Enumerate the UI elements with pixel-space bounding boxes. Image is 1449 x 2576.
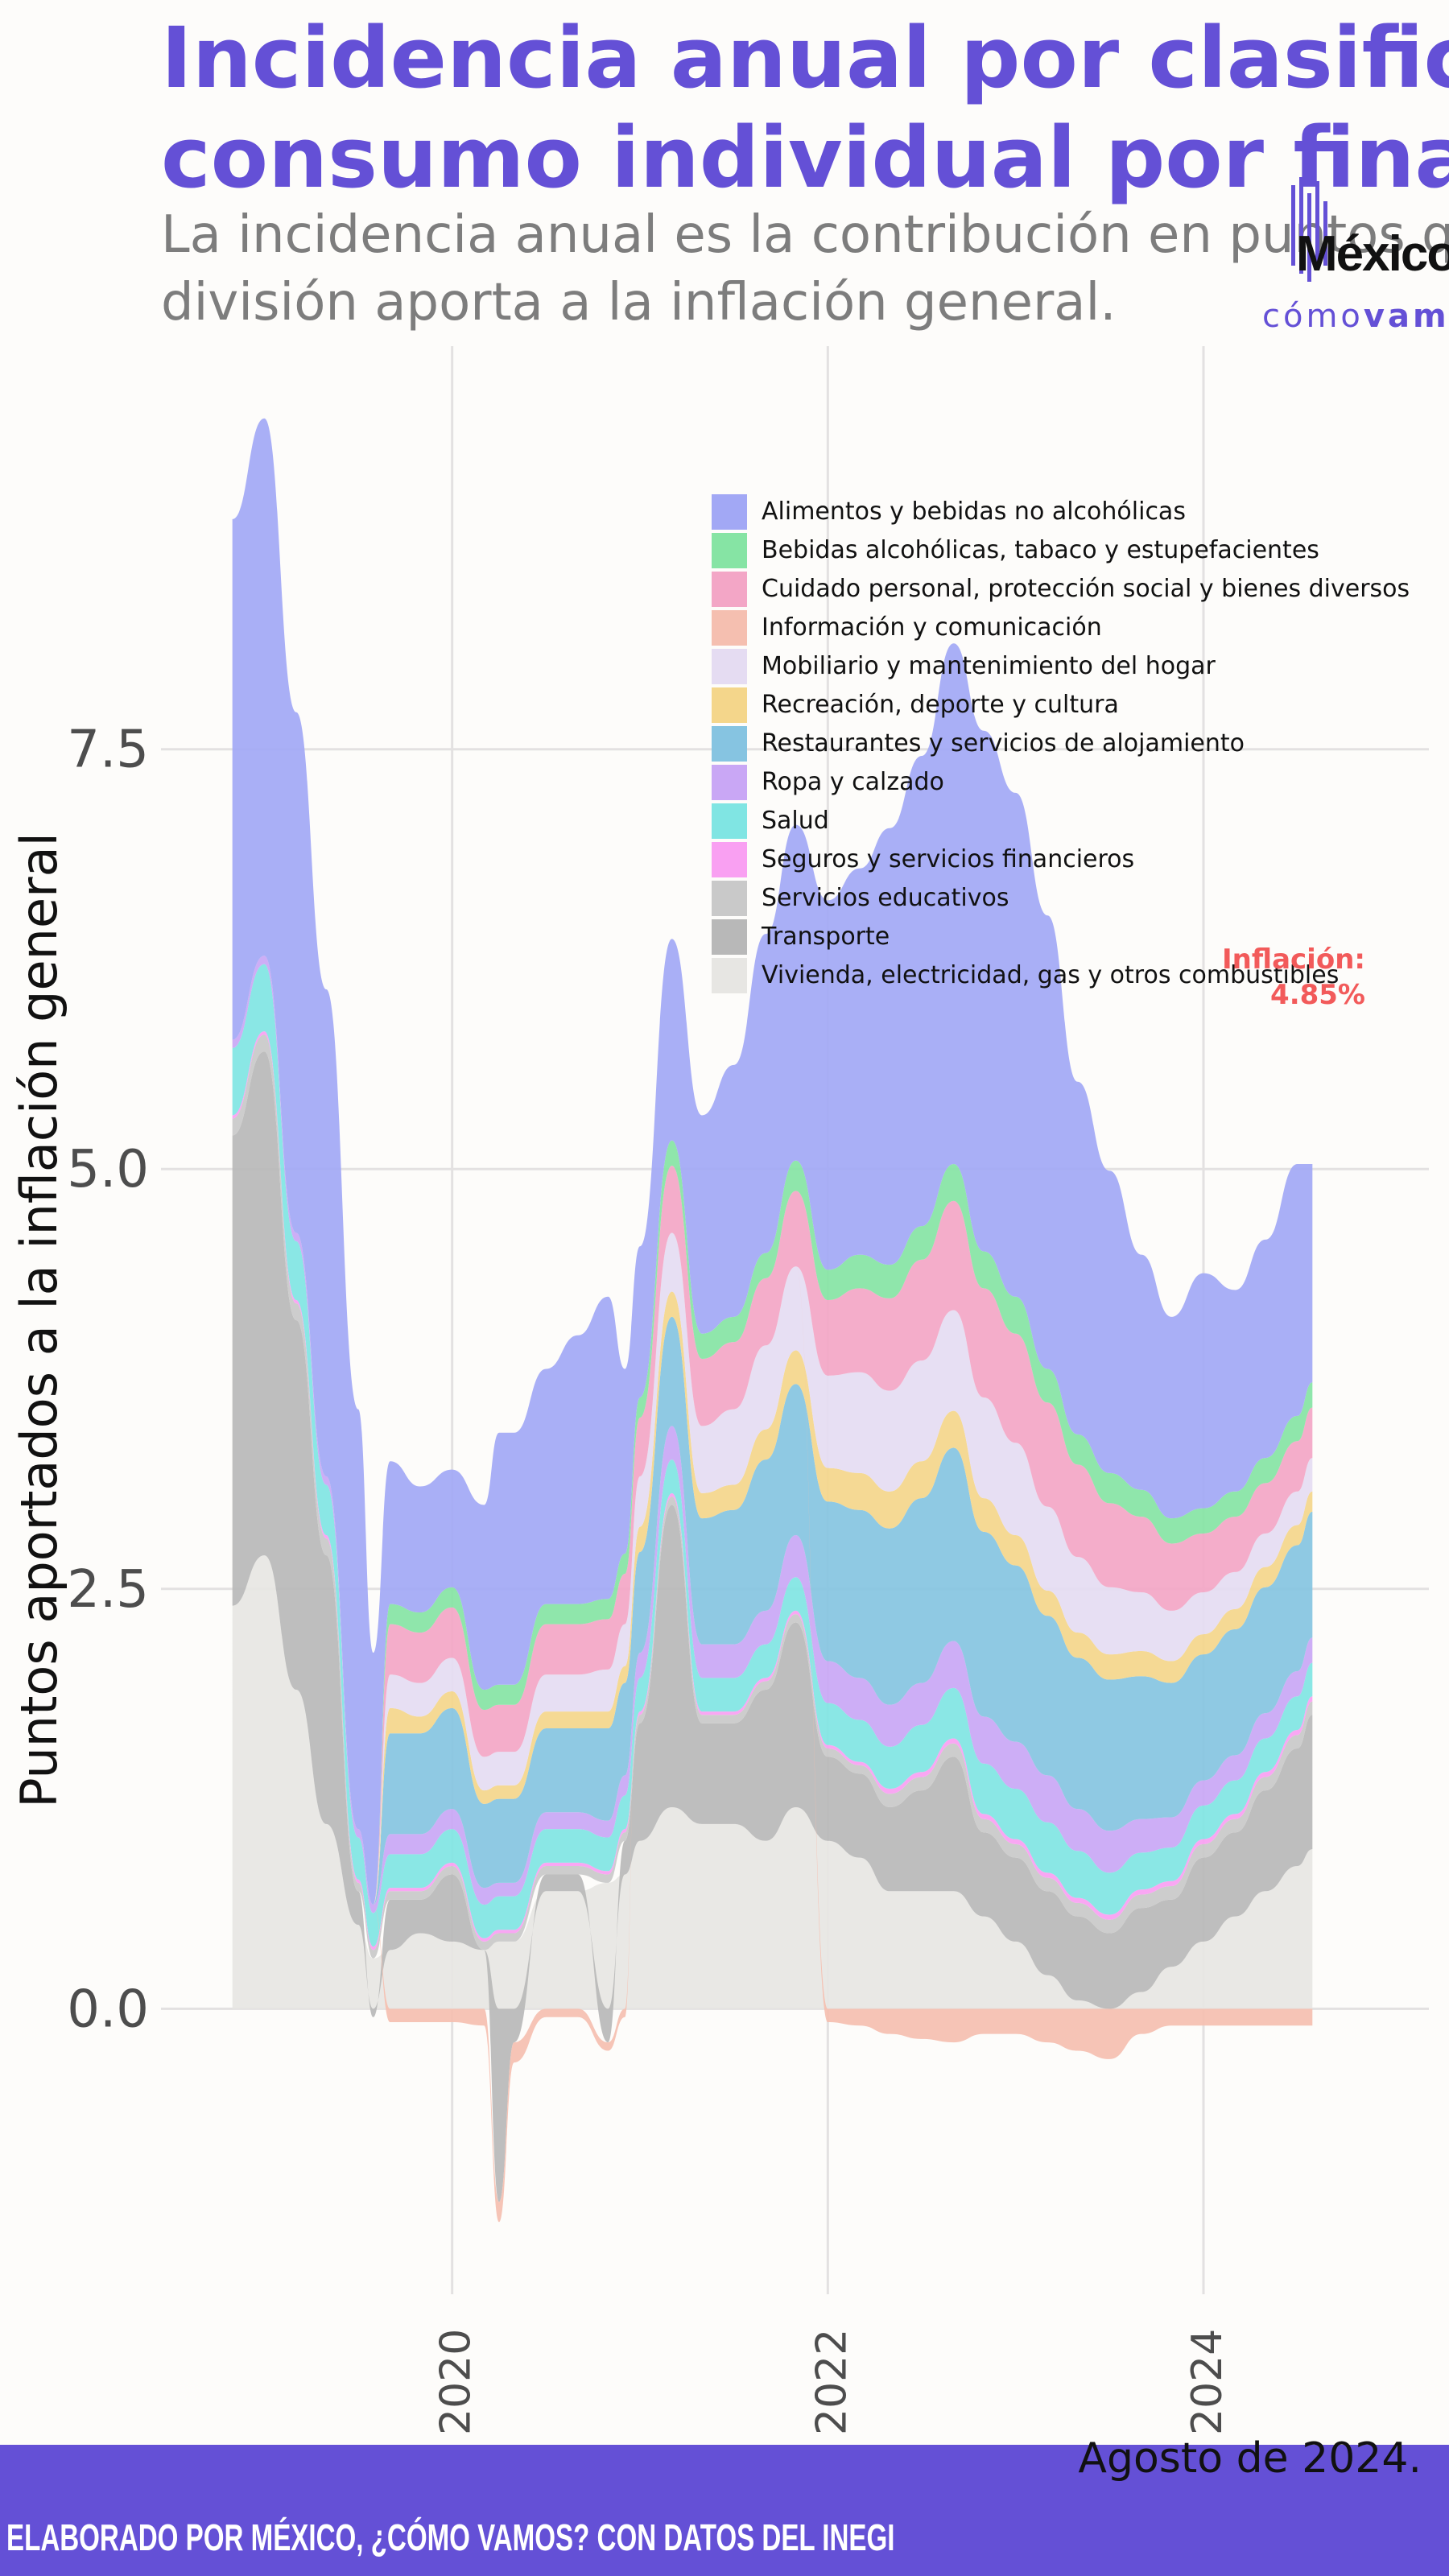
- legend-label: Salud: [762, 807, 829, 835]
- legend-label: Servicios educativos: [762, 884, 1009, 912]
- area-series-2: [232, 1051, 1313, 2202]
- legend-label: Alimentos y bebidas no alcohólicas: [762, 497, 1186, 526]
- logo-sub-bold: vamos: [1363, 298, 1449, 335]
- legend-label: Cuidado personal, protección social y bi…: [762, 575, 1410, 603]
- area-series-1: [232, 1555, 1313, 2009]
- x-tick-label: 2020: [432, 2329, 481, 2435]
- legend-label: Ropa y calzado: [762, 768, 944, 796]
- x-tick-label: 2024: [1183, 2329, 1232, 2435]
- mexico-como-vamos-logo: México cómovamos: [1256, 177, 1449, 346]
- legend-label: Seguros y servicios financieros: [762, 845, 1135, 873]
- legend-swatch: [712, 533, 747, 568]
- legend-label: Transporte: [762, 923, 890, 951]
- legend-swatch: [712, 726, 747, 762]
- chart-subtitle-line-1: La incidencia anual es la contribución e…: [161, 205, 1449, 265]
- area-series-8: [232, 956, 1313, 1905]
- logo-word: México: [1296, 226, 1449, 282]
- y-tick-label: 7.5: [67, 720, 149, 780]
- legend-label: Vivienda, electricidad, gas y otros comb…: [762, 961, 1340, 989]
- legend-swatch: [712, 842, 747, 877]
- chart-subtitle-line-2: división aporta a la inflación general.: [161, 273, 1117, 332]
- footer-bar: ELABORADO POR MÉXICO, ¿CÓMO VAMOS? CON D…: [0, 2445, 1449, 2576]
- legend-label: Mobiliario y mantenimiento del hogar: [762, 652, 1216, 680]
- legend-label: Recreación, deporte y cultura: [762, 691, 1119, 719]
- footer-credit: ELABORADO POR MÉXICO, ¿CÓMO VAMOS? CON D…: [6, 2516, 895, 2558]
- legend-swatch: [712, 572, 747, 607]
- legend-label: Información y comunicación: [762, 613, 1102, 642]
- area-series-7: [232, 956, 1313, 1905]
- legend-swatch: [712, 881, 747, 916]
- chart-title-line-2: consumo individual por finalidad: [161, 109, 1449, 207]
- date-note: Agosto de 2024.: [1078, 2434, 1422, 2483]
- legend-swatch: [712, 649, 747, 684]
- area-series-13: [232, 418, 1313, 1905]
- y-tick-label: 0.0: [67, 1979, 149, 2039]
- logo-sub-light: cómo: [1262, 298, 1364, 335]
- legend-swatch: [712, 958, 747, 993]
- inflation-annotation-value: 4.85%: [1270, 979, 1365, 1011]
- logo-bars-icon: [1291, 177, 1327, 282]
- y-tick-label: 5.0: [67, 1140, 149, 1199]
- legend-swatch: [712, 494, 747, 530]
- legend-swatch: [712, 919, 747, 955]
- chart-title: Incidencia anual por clasificación del c…: [161, 8, 1449, 208]
- chart-title-line-1: Incidencia anual por clasificación del: [161, 9, 1449, 107]
- x-tick-label: 2022: [807, 2329, 856, 2435]
- legend-swatch: [712, 687, 747, 723]
- y-axis-label: Puntos aportados a la inflación general: [10, 832, 68, 1808]
- legend-swatch: [712, 610, 747, 646]
- inflation-annotation: Inflación: 4.85%: [1222, 942, 1365, 1013]
- legend-swatch: [712, 765, 747, 800]
- legend-label: Restaurantes y servicios de alojamiento: [762, 729, 1245, 758]
- inflation-annotation-line-1: Inflación:: [1222, 943, 1365, 976]
- legend-swatch: [712, 803, 747, 839]
- chart-subtitle: La incidencia anual es la contribución e…: [161, 201, 1449, 336]
- legend-label: Bebidas alcohólicas, tabaco y estupefaci…: [762, 536, 1319, 564]
- logo-sub: cómovamos: [1262, 298, 1449, 335]
- y-tick-label: 2.5: [67, 1560, 149, 1620]
